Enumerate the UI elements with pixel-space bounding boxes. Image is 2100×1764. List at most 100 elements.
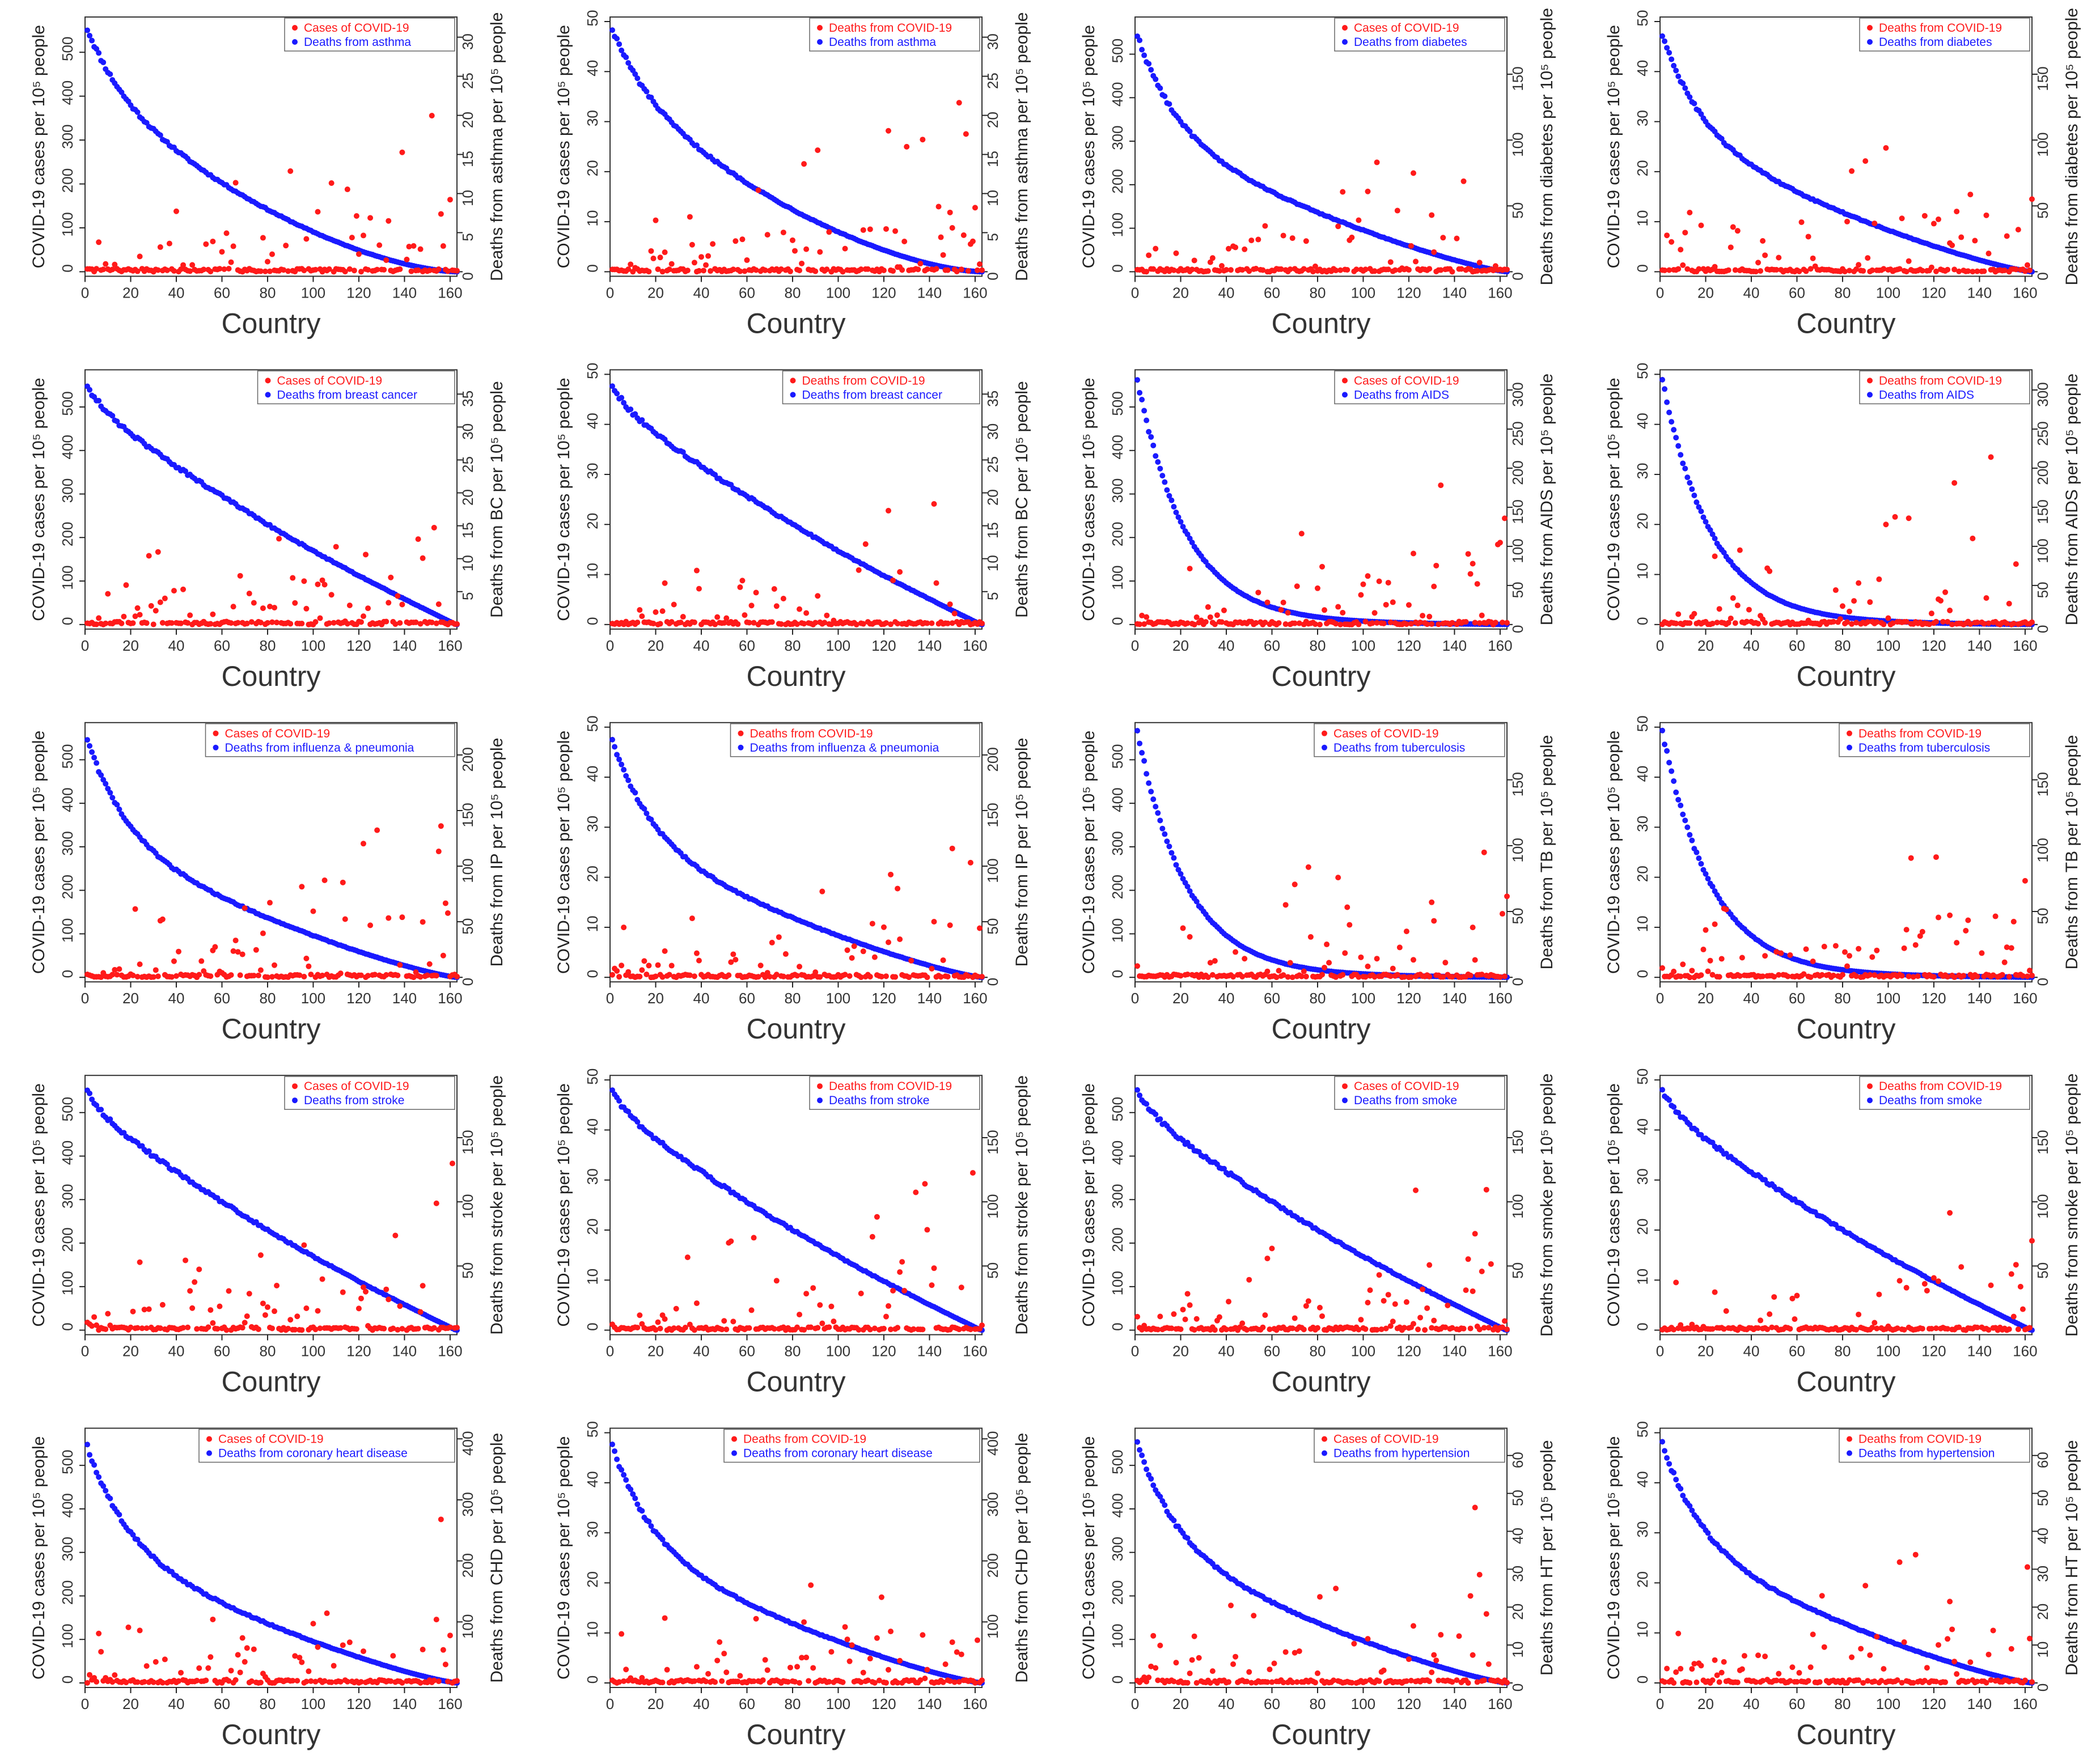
covid-point bbox=[714, 614, 721, 620]
y-left-tick-label: 400 bbox=[59, 1140, 76, 1165]
covid-point bbox=[1436, 621, 1442, 627]
disease-death-point bbox=[1662, 741, 1668, 748]
covid-point bbox=[260, 1300, 266, 1307]
covid-point bbox=[100, 266, 107, 273]
disease-death-point bbox=[1180, 524, 1186, 530]
covid-point bbox=[1933, 618, 1939, 625]
covid-point bbox=[1426, 613, 1433, 620]
covid-point bbox=[609, 972, 616, 978]
covid-point bbox=[2029, 972, 2035, 978]
covid-point bbox=[105, 1311, 111, 1317]
x-tick-label: 80 bbox=[785, 1343, 801, 1360]
legend-covid-marker bbox=[1867, 378, 1873, 384]
covid-point bbox=[1218, 619, 1225, 625]
covid-point bbox=[801, 621, 807, 627]
covid-point bbox=[1442, 960, 1449, 966]
covid-point bbox=[662, 249, 668, 256]
covid-point bbox=[444, 910, 451, 916]
covid-point bbox=[1187, 566, 1193, 572]
covid-point bbox=[386, 915, 392, 921]
covid-point bbox=[228, 259, 234, 265]
covid-point bbox=[1260, 267, 1266, 273]
covid-point bbox=[417, 621, 424, 627]
covid-point bbox=[908, 957, 914, 964]
x-axis-label: Country bbox=[1796, 307, 1895, 339]
disease-death-point bbox=[84, 27, 91, 33]
covid-point bbox=[1691, 610, 1697, 617]
legend-covid-marker bbox=[265, 378, 271, 384]
covid-point bbox=[415, 536, 421, 542]
covid-point bbox=[1344, 904, 1350, 910]
covid-point bbox=[947, 601, 953, 607]
chart-panel-5: 0 20 40 60 80 100 120 140 160Country010020030040… bbox=[29, 369, 506, 692]
x-tick-label: 20 bbox=[647, 284, 664, 301]
covid-point bbox=[972, 205, 978, 211]
disease-death-point bbox=[1189, 540, 1195, 546]
disease-death-point bbox=[1146, 780, 1152, 786]
x-tick-label: 0 bbox=[81, 1343, 89, 1360]
y-left-tick-label: 100 bbox=[59, 918, 76, 943]
covid-point bbox=[691, 619, 697, 625]
covid-point bbox=[846, 973, 853, 979]
plot-frame bbox=[1659, 16, 2033, 277]
disease-death-point bbox=[1680, 80, 1686, 86]
chart-panel-8: 0 20 40 60 80 100 120 140 160Country01020304050C… bbox=[1604, 363, 2081, 692]
covid-point bbox=[1207, 259, 1213, 265]
covid-point bbox=[404, 256, 410, 262]
y-right-tick-label: 20 bbox=[984, 112, 1001, 128]
covid-point bbox=[1737, 547, 1743, 553]
covid-point bbox=[383, 618, 389, 625]
covid-point bbox=[1755, 260, 1762, 266]
covid-point bbox=[266, 268, 273, 274]
covid-point bbox=[219, 249, 225, 255]
covid-point bbox=[684, 268, 691, 274]
covid-point bbox=[1499, 911, 1505, 917]
covid-point bbox=[817, 249, 823, 255]
legend-disease-marker bbox=[1847, 744, 1852, 750]
covid-point bbox=[1906, 258, 1912, 264]
disease-death-point bbox=[1712, 536, 1718, 542]
covid-point bbox=[1438, 267, 1444, 273]
covid-point bbox=[812, 620, 819, 626]
disease-death-point bbox=[1153, 76, 1159, 82]
covid-point bbox=[355, 251, 362, 257]
y-right-tick-label: 100 bbox=[1509, 838, 1526, 862]
disease-death-point bbox=[1671, 62, 1677, 69]
disease-death-point bbox=[621, 766, 627, 773]
covid-point bbox=[949, 845, 955, 851]
covid-point bbox=[1278, 607, 1284, 613]
y-left-tick-label: 40 bbox=[1634, 413, 1651, 429]
x-tick-label: 60 bbox=[739, 990, 755, 1007]
covid-point bbox=[180, 586, 187, 592]
legend-disease-marker bbox=[1342, 392, 1348, 398]
x-axis-label: Country bbox=[746, 1366, 845, 1398]
covid-point bbox=[315, 1308, 321, 1314]
covid-point bbox=[1928, 264, 1934, 270]
covid-point bbox=[365, 605, 371, 612]
x-tick-label: 80 bbox=[785, 284, 801, 301]
covid-point bbox=[662, 580, 668, 586]
disease-death-point bbox=[1139, 750, 1145, 756]
x-tick-label: 140 bbox=[1442, 990, 1467, 1007]
covid-point bbox=[1921, 213, 1928, 219]
covid-point bbox=[1716, 606, 1722, 612]
x-tick-label: 60 bbox=[214, 637, 230, 654]
covid-point bbox=[1965, 917, 1971, 923]
covid-point bbox=[947, 922, 953, 928]
disease-death-point bbox=[632, 790, 638, 796]
covid-point bbox=[1408, 621, 1414, 627]
covid-point bbox=[1282, 621, 1289, 627]
disease-death-point bbox=[609, 27, 616, 33]
covid-point bbox=[1365, 573, 1371, 579]
chart-panel-1: 0 20 40 60 80 100 120 140 160Country010020030040… bbox=[29, 12, 506, 340]
disease-death-point bbox=[89, 37, 95, 44]
covid-point bbox=[260, 605, 266, 611]
x-tick-label: 20 bbox=[1172, 637, 1189, 654]
y-right-tick-label: 150 bbox=[2034, 499, 2051, 524]
y-right-axis-label: Deaths from stroke per 10⁵ people bbox=[488, 1075, 506, 1335]
legend-covid-marker bbox=[1342, 25, 1348, 31]
covid-point bbox=[269, 619, 276, 625]
disease-death-point bbox=[609, 736, 616, 743]
covid-point bbox=[426, 961, 433, 967]
